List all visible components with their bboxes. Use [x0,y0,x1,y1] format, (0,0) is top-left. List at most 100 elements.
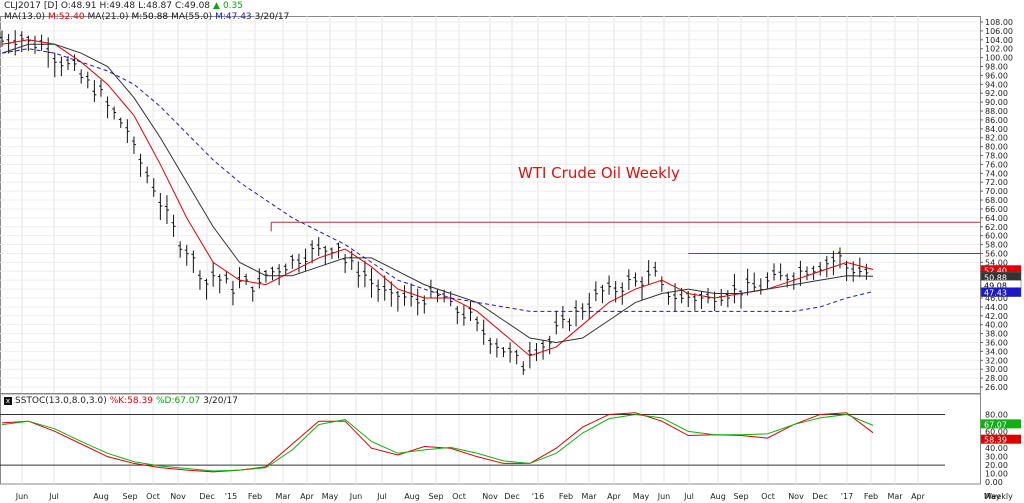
x-tick-label: Feb [559,492,573,501]
price-tick-label: 26.00 [985,383,1008,392]
x-tick-label: Weekly [984,492,1013,501]
price-tick-label: 38.00 [985,330,1008,339]
price-tick-label: 78.00 [985,152,1008,161]
ma13-line [1,39,874,357]
chart-title: WTI Crude Oil Weekly [518,164,680,182]
x-tick-label: Sep [733,492,748,501]
ma13-label[interactable]: MA(13.0) [4,12,45,22]
x-tick-label: Mar [581,492,597,501]
x-tick-label: Oct [761,492,775,501]
value-tag-text: 50.88 [984,273,1007,282]
price-tick-label: 44.00 [985,303,1008,312]
x-tick-label: Jul [48,492,59,501]
x-tick-label: Mar [887,492,903,501]
x-tick-label: Sep [122,492,137,501]
close-panel-icon[interactable]: x [4,396,12,405]
stoch-header: x SSTOC(13.0,8.0,3.0) %K:58.39 %D:67.07 3/20… [4,396,241,406]
stoch-d-value: %D:67.07 [155,396,201,406]
x-tick-label: Dec [812,492,827,501]
price-tick-label: 80.00 [985,143,1008,152]
value-tag-text: 47.43 [984,289,1007,298]
header-date: 3/20/17 [254,12,290,22]
x-tick-label: '15 [225,492,237,501]
ma-header: MA(13.0) M:52.40 MA(21.0) M:50.88 MA(55.0) M:… [4,12,292,22]
x-tick-label: Aug [93,492,109,501]
x-tick-label: Feb [248,492,262,501]
price-tick-label: 62.00 [985,223,1008,232]
x-tick-label: Jul [376,492,387,501]
stoch-tick-label: 80.00 [985,410,1008,419]
x-tick-label: Nov [170,492,186,501]
price-tick-label: 34.00 [985,347,1008,356]
price-tick-label: 74.00 [985,169,1008,178]
price-tick-label: 30.00 [985,365,1008,374]
value-tag [980,287,1022,297]
stoch-k-value: %K:58.39 [109,396,153,406]
x-tick-label: Aug [404,492,420,501]
x-tick-label: Sep [428,492,443,501]
up-arrow-icon: ▲ [213,1,220,11]
symbol-label[interactable]: CLJ2017 [4,1,41,11]
x-tick-label: Oct [146,492,160,501]
price-tick-label: 98.00 [985,63,1008,72]
x-tick-label: Jun [349,492,363,501]
price-tick-label: 60.00 [985,232,1008,241]
price-tick-label: 72.00 [985,178,1008,187]
stoch-tick-label: 60.00 [985,427,1008,436]
stoch-value-tag [981,419,1021,429]
ma55-label[interactable]: MA(55.0) [171,12,213,22]
price-tick-label: 92.00 [985,89,1008,98]
price-tick-label: 64.00 [985,214,1008,223]
stoch-value-tag [981,434,1021,444]
price-tick-label: 106.00 [985,27,1013,36]
close-value: C:49.08 [174,1,211,11]
stoch-tick-label: 40.00 [985,444,1008,453]
price-tick-label: 28.00 [985,374,1008,383]
x-tick-label: May [984,492,1001,501]
x-tick-label: Nov [482,492,498,501]
stoch-tick-label: 30.00 [985,453,1008,462]
x-tick-label: Jun [15,492,29,501]
price-tick-label: 86.00 [985,116,1008,125]
price-tick-label: 76.00 [985,160,1008,169]
x-tick-label: Apr [300,492,315,501]
price-tick-label: 40.00 [985,321,1008,330]
x-tick-label: Mar [275,492,291,501]
x-tick-label: Apr [607,492,622,501]
price-tick-label: 84.00 [985,125,1008,134]
ma55-value: M:47.43 [215,12,252,22]
low-value: L:48.87 [138,1,172,11]
change-value: 0.35 [222,1,243,11]
stoch-value-tag-text: 58.39 [984,436,1007,445]
x-tick-label: '16 [532,492,544,501]
price-tick-label: 96.00 [985,71,1008,80]
x-tick-label: Nov [788,492,804,501]
ma21-label[interactable]: MA(21.0) [87,12,129,22]
value-tag-text: 52.40 [984,266,1007,275]
ma13-value: M:52.40 [47,12,85,22]
price-tick-label: 108.00 [985,18,1013,27]
stoch-tick-label: 20.00 [985,461,1008,470]
price-tick-label: 104.00 [985,36,1013,45]
price-tick-label: 54.00 [985,258,1008,267]
price-tick-label: 56.00 [985,249,1008,258]
price-tick-label: 32.00 [985,356,1008,365]
x-tick-label: Aug [710,492,726,501]
stoch-tick-label: 0.00 [985,478,1003,487]
stoch-d-line [1,413,874,472]
stoch-label[interactable]: SSTOC(13.0,8.0,3.0) [15,396,107,406]
price-tick-label: 36.00 [985,338,1008,347]
price-tick-label: 68.00 [985,196,1008,205]
x-tick-label: Dec [504,492,519,501]
open-value: O:48.91 [60,1,97,11]
x-tick-label: May [633,492,650,501]
interval-label[interactable]: [D] [43,1,58,11]
x-tick-label: Oct [452,492,466,501]
price-tick-label: 66.00 [985,205,1008,214]
x-tick-label: Jun [657,492,671,501]
value-tag-text: 49.08 [984,281,1007,290]
price-tick-label: 46.00 [985,294,1008,303]
high-value: H:49.48 [99,1,136,11]
price-header: CLJ2017 [D] O:48.91 H:49.48 L:48.87 C:49.08 ▲ 0… [4,1,246,11]
